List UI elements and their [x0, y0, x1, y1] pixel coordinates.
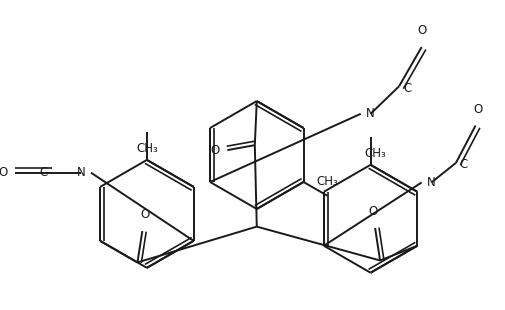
Text: CH₃: CH₃: [317, 175, 338, 188]
Text: C: C: [403, 82, 411, 95]
Text: C: C: [460, 158, 468, 171]
Text: O: O: [0, 166, 8, 179]
Text: CH₃: CH₃: [365, 147, 386, 160]
Text: O: O: [417, 24, 426, 37]
Text: CH₃: CH₃: [136, 142, 158, 155]
Text: N: N: [366, 107, 374, 120]
Text: O: O: [210, 144, 220, 157]
Text: O: O: [473, 103, 482, 116]
Text: O: O: [141, 208, 150, 221]
Text: O: O: [369, 205, 378, 218]
Text: N: N: [427, 176, 435, 189]
Text: C: C: [39, 166, 48, 179]
Text: N: N: [77, 166, 86, 179]
